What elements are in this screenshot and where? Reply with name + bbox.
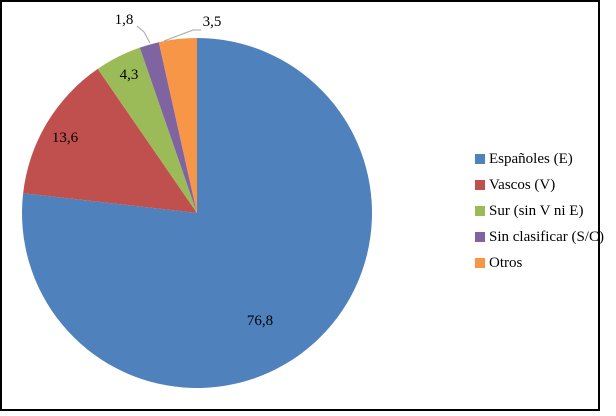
legend-swatch-vascos (475, 180, 485, 190)
pie-slice-vascos (23, 68, 198, 213)
legend-swatch-sur (475, 206, 485, 216)
legend-item-vascos: Vascos (V) (475, 172, 604, 198)
data-label-otros: 3,5 (203, 14, 222, 30)
pie-slice-sin-clasificar (139, 42, 197, 214)
data-label-vascos: 13,6 (52, 130, 79, 146)
legend-label-otros: Otros (489, 254, 523, 271)
legend-label-espanoles: Españoles (E) (489, 150, 573, 167)
legend-item-otros: Otros (475, 250, 604, 276)
leader-line-sin-clasificar (136, 25, 151, 44)
legend-label-sin-clasificar: Sin clasificar (S/C) (489, 228, 604, 245)
legend: Españoles (E) Vascos (V) Sur (sin V ni E… (475, 146, 604, 276)
pie-slice-otros (158, 38, 197, 213)
data-label-sur: 4,3 (120, 67, 139, 83)
legend-label-sur: Sur (sin V ni E) (489, 202, 584, 219)
leader-line-otros (163, 29, 201, 42)
legend-swatch-sin-clasificar (475, 232, 485, 242)
legend-item-sin-clasificar: Sin clasificar (S/C) (475, 224, 604, 250)
legend-item-sur: Sur (sin V ni E) (475, 198, 604, 224)
data-label-espanoles: 76,8 (247, 313, 273, 329)
pie-slice-sur (97, 47, 197, 213)
legend-label-vascos: Vascos (V) (489, 176, 556, 193)
legend-swatch-espanoles (475, 154, 485, 164)
pie-slice-espanoles (22, 38, 373, 389)
legend-item-espanoles: Españoles (E) (475, 146, 604, 172)
legend-swatch-otros (475, 258, 485, 268)
data-label-sin-clasificar: 1,8 (115, 12, 134, 28)
